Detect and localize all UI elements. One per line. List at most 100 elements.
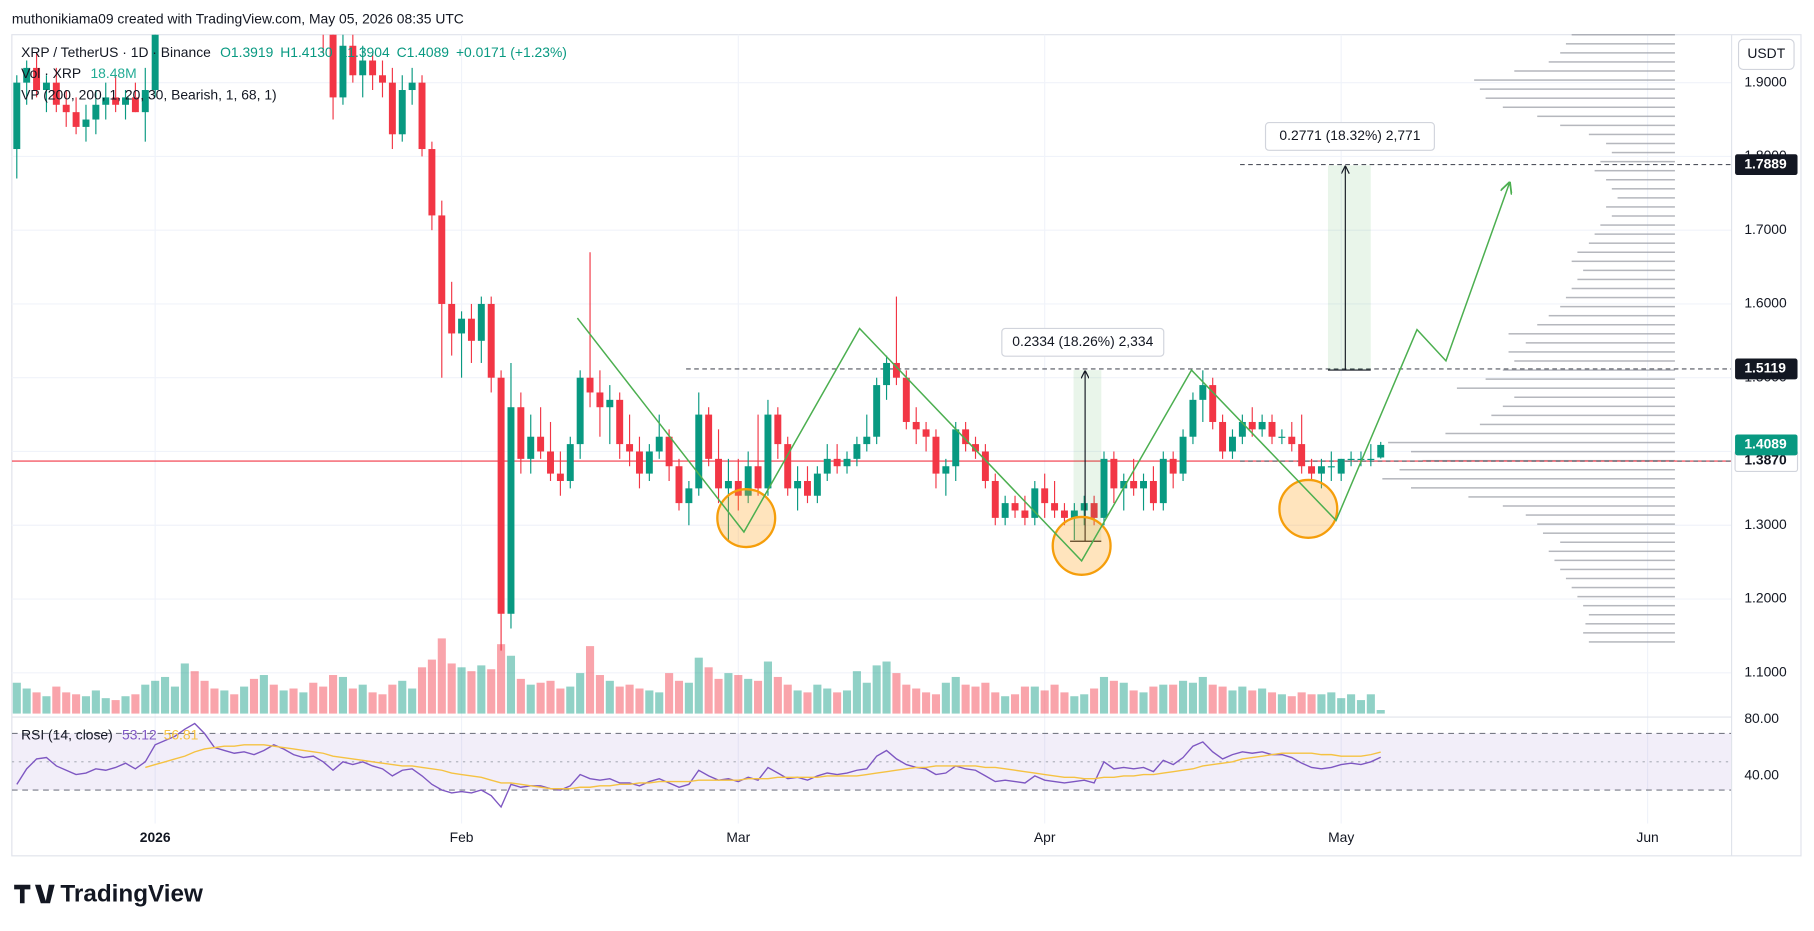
volume-bar xyxy=(378,694,387,714)
candle-body xyxy=(566,444,574,481)
volume-bar xyxy=(763,661,772,714)
profile-row xyxy=(1594,233,1675,235)
volume-bar xyxy=(1238,686,1247,714)
volume-bar xyxy=(961,684,970,714)
candle-body xyxy=(1248,421,1256,430)
profile-row xyxy=(1560,541,1675,543)
candle-body xyxy=(497,377,505,614)
candle-body xyxy=(1041,488,1049,504)
candle-body xyxy=(1199,385,1207,400)
volume-bar xyxy=(1327,692,1336,714)
legend-high: H1.4130 xyxy=(280,44,333,60)
volume-bar xyxy=(1099,676,1109,714)
profile-row xyxy=(1411,487,1675,489)
volume-bar xyxy=(111,700,120,714)
legend-main: XRP / TetherUS · 1D · Binance O1.3919 H1.4… xyxy=(21,44,567,60)
candle-body xyxy=(744,466,752,496)
profile-row xyxy=(1611,215,1675,217)
candle-body xyxy=(82,119,90,127)
volume-bar xyxy=(1149,686,1158,714)
candle-body xyxy=(438,215,446,304)
candle-body xyxy=(715,458,722,489)
profile-row xyxy=(1617,197,1675,199)
profile-row xyxy=(1606,178,1675,181)
candle-body xyxy=(1229,436,1236,452)
volume-bar xyxy=(546,680,555,714)
frame xyxy=(11,34,1802,857)
candle-body xyxy=(1001,503,1009,518)
x-tick-label: Jun xyxy=(1636,829,1658,845)
volume-bar xyxy=(358,684,367,714)
measure-label: 0.2334 (18.26%) 2,334 xyxy=(1012,333,1153,349)
candle-body xyxy=(369,60,377,76)
x-tick-label: Feb xyxy=(450,829,474,845)
volume-bar xyxy=(141,684,150,714)
candle-body xyxy=(1140,480,1147,489)
candle-body xyxy=(873,385,881,437)
y-tick-label: 1.3000 xyxy=(1744,516,1787,532)
volume-bar xyxy=(1218,686,1227,714)
volume-bar xyxy=(655,692,664,714)
y-tick-label: 1.7000 xyxy=(1744,221,1787,237)
volume-bar xyxy=(1159,684,1168,714)
candle-body xyxy=(784,444,792,489)
volume-bar xyxy=(121,696,130,714)
volume-bar xyxy=(12,682,21,714)
candle-body xyxy=(23,67,31,83)
volume-pane xyxy=(12,638,1385,714)
volume-bar xyxy=(1188,682,1197,714)
volume-bar xyxy=(81,696,91,714)
candle-body xyxy=(1327,466,1335,468)
profile-row xyxy=(1548,61,1675,63)
candle-body xyxy=(1130,480,1138,489)
candle-body xyxy=(1080,503,1088,511)
measure-label-box xyxy=(1264,122,1435,151)
profile-row xyxy=(1502,106,1675,109)
candle-body xyxy=(1189,399,1197,437)
horizontal-lines xyxy=(11,164,1732,462)
volume-bar xyxy=(269,684,278,714)
volume-bar xyxy=(684,682,693,714)
volume-bar xyxy=(477,665,486,714)
profile-row xyxy=(1537,323,1675,326)
volume-bar xyxy=(506,655,516,714)
volume-bar xyxy=(22,688,31,714)
profile-row xyxy=(1485,378,1675,380)
candle-body xyxy=(1021,510,1029,518)
profile-row xyxy=(1474,79,1675,81)
candle-body xyxy=(112,97,120,105)
volume-bar xyxy=(783,684,792,714)
candle-body xyxy=(942,466,950,474)
candle-body xyxy=(1367,458,1375,461)
candle-body xyxy=(705,414,713,459)
candle-body xyxy=(1159,458,1167,504)
volume-bar xyxy=(1060,692,1069,714)
profile-row xyxy=(1548,314,1675,317)
y-tick-label: 1.9000 xyxy=(1744,73,1787,89)
candle-body xyxy=(1238,421,1246,437)
volume-bar xyxy=(368,692,377,714)
candle-body xyxy=(912,421,920,430)
volume-title: Vol · XRP xyxy=(21,65,81,81)
candle-body xyxy=(734,480,742,496)
candle-body xyxy=(13,82,21,150)
candle-body xyxy=(379,75,386,83)
volume-bar xyxy=(1366,694,1375,714)
legend-rsi: RSI (14, close) 53.12 56.81 xyxy=(21,726,199,742)
currency-button-label[interactable]: USDT xyxy=(1747,45,1785,61)
volume-bar xyxy=(427,659,436,714)
candle-body xyxy=(1051,503,1059,511)
profile-row xyxy=(1600,224,1675,226)
candle-body xyxy=(616,399,624,445)
volume-bar xyxy=(329,675,338,714)
profile-row xyxy=(1577,251,1675,254)
profile-row xyxy=(1600,160,1675,163)
candle-body xyxy=(1110,458,1118,489)
candle-body xyxy=(517,407,525,459)
volume-bar xyxy=(1347,694,1356,714)
currency-button[interactable] xyxy=(1737,38,1795,70)
volume-bar xyxy=(635,688,644,714)
candle-body xyxy=(952,429,960,467)
candle-body xyxy=(458,318,466,334)
profile-row xyxy=(1514,396,1675,398)
